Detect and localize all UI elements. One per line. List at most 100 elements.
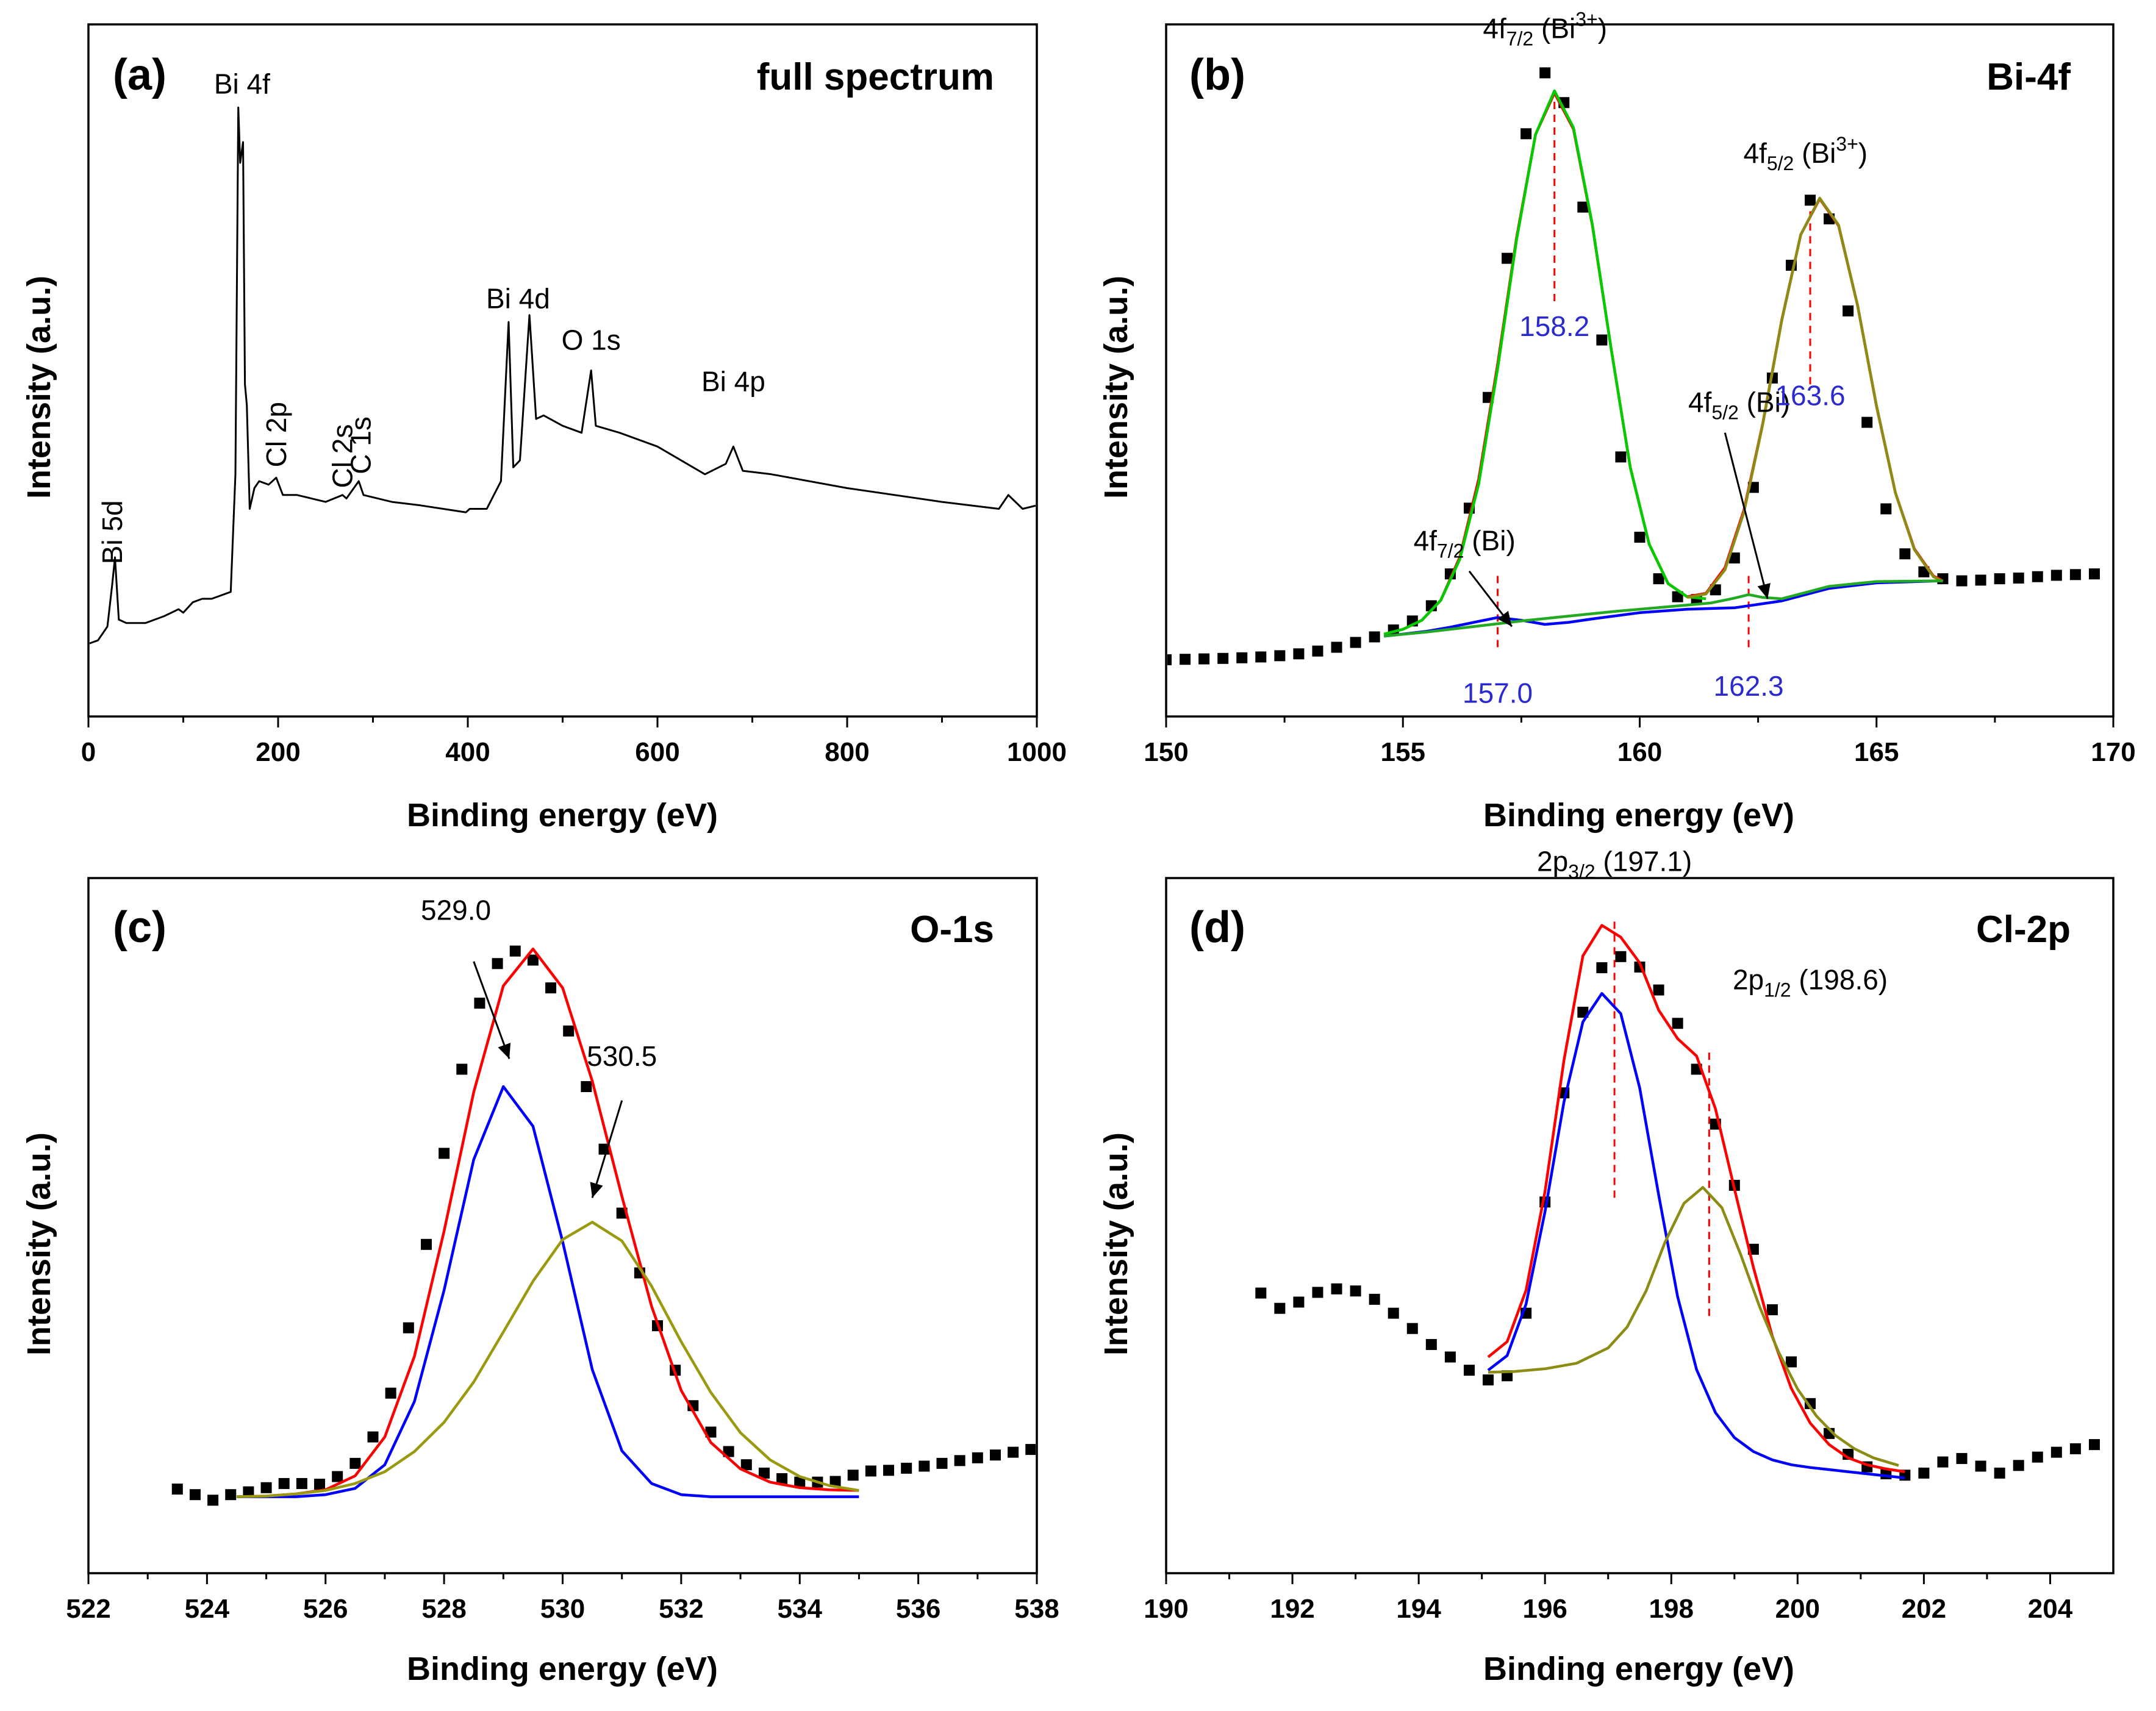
data-point	[492, 958, 503, 970]
panel-d-title: Cl-2p	[1976, 909, 2071, 951]
x-tick-label: 522	[66, 1594, 110, 1624]
panel-c: (c) O-1s Binding energy (eV) Intensity (…	[21, 877, 1059, 1687]
data-point	[1994, 1467, 2005, 1479]
x-tick-label: 0	[81, 737, 96, 767]
panel-c-frame	[87, 877, 1038, 1574]
fit-envelope-curve	[1487, 924, 1905, 1473]
experimental-data-series	[1167, 67, 2100, 665]
data-point	[1596, 334, 1608, 346]
data-point	[2013, 573, 2024, 584]
data-point	[2088, 1439, 2100, 1451]
experimental-data-series	[171, 945, 1036, 1506]
data-point	[1918, 1467, 1930, 1479]
data-point	[456, 1063, 468, 1075]
panel-c-title: O-1s	[910, 909, 994, 951]
data-point	[1293, 648, 1305, 660]
data-point	[1293, 1296, 1305, 1308]
survey-spectrum-curve	[90, 106, 1036, 645]
data-point	[474, 998, 485, 1009]
panel-b: (b) Bi-4f Binding energy (eV) Intensity …	[1098, 9, 2136, 834]
panel-c-plot-area	[171, 945, 1036, 1506]
panel-a-title: full spectrum	[757, 56, 994, 98]
data-point	[1672, 1018, 1683, 1029]
panel-b-y-axis-title: Intensity (a.u.)	[1098, 276, 1134, 499]
panel-c-y-axis-title: Intensity (a.u.)	[21, 1132, 57, 1356]
data-point	[847, 1470, 859, 1481]
x-tick-label: 536	[896, 1594, 940, 1624]
annotation-arrow	[473, 961, 510, 1059]
x-tick-label: 526	[303, 1594, 348, 1624]
panel-d: (d) Cl-2p Binding energy (eV) Intensity …	[1098, 846, 2115, 1687]
panel-b-x-axis-title: Binding energy (eV)	[1483, 797, 1794, 834]
data-point	[1331, 641, 1342, 653]
data-point	[1880, 503, 1892, 515]
2p3-2-197-1-curve	[1487, 991, 1905, 1480]
panel-b-plot-area	[1167, 67, 2100, 665]
data-point	[1975, 574, 1986, 586]
data-point	[243, 1486, 254, 1498]
data-point	[1861, 416, 1873, 428]
x-tick-label: 200	[256, 737, 300, 767]
peak-label: Bi 4d	[486, 282, 550, 314]
4f5-2-bi3-curve	[1686, 196, 1944, 599]
data-point	[296, 1477, 307, 1489]
data-point	[420, 1238, 432, 1250]
data-point	[527, 954, 539, 966]
data-point	[2050, 570, 2062, 581]
4f7-2-bi3-curve	[1383, 89, 1707, 636]
annotation-arrow	[1724, 432, 1769, 599]
peak-label: Bi 5d	[96, 500, 128, 564]
component-label: 530.5	[587, 1040, 657, 1072]
data-point	[1577, 1007, 1589, 1018]
data-point	[1520, 128, 1532, 140]
data-point	[332, 1471, 343, 1482]
x-tick-label: 532	[659, 1594, 703, 1624]
data-point	[189, 1489, 201, 1501]
data-point	[1312, 645, 1323, 657]
data-point	[1899, 548, 1911, 560]
data-point	[2088, 568, 2100, 580]
x-tick-label: 196	[1522, 1594, 1567, 1624]
component-label: 4f7/2 (Bi)	[1414, 525, 1516, 562]
component-label: 2p1/2 (198.6)	[1733, 963, 1888, 1001]
data-point	[1180, 654, 1191, 665]
data-point	[1615, 451, 1627, 463]
data-point	[901, 1462, 912, 1474]
data-point	[794, 1476, 806, 1488]
529-0-component-curve	[237, 1085, 859, 1498]
data-point	[439, 1148, 450, 1159]
data-point	[171, 1484, 183, 1495]
panel-a-y-axis-title: Intensity (a.u.)	[21, 276, 57, 499]
data-point	[1369, 1293, 1380, 1305]
data-point	[1785, 1356, 1797, 1368]
data-point	[2069, 569, 2081, 580]
panel-b-title: Bi-4f	[1986, 56, 2071, 98]
data-point	[1634, 532, 1646, 543]
data-point	[829, 1476, 841, 1487]
peak-value-label: 158.2	[1519, 310, 1589, 342]
peak-label: Bi 4p	[701, 366, 765, 398]
panel-d-x-axis-title: Binding energy (eV)	[1483, 1651, 1794, 1687]
data-point	[1331, 1283, 1342, 1295]
peak-label: O 1s	[562, 324, 621, 355]
data-point	[883, 1465, 895, 1476]
component-label: 4f5/2 (Bi)	[1688, 387, 1790, 424]
data-point	[2050, 1446, 2062, 1458]
data-point	[260, 1482, 272, 1493]
experimental-data-series	[1255, 951, 2100, 1481]
data-point	[1596, 962, 1608, 974]
x-tick-label: 155	[1381, 737, 1425, 767]
panel-b-letter: (b)	[1189, 51, 1245, 99]
data-point	[758, 1467, 770, 1479]
data-point	[705, 1426, 717, 1438]
data-point	[207, 1495, 219, 1506]
data-point	[563, 1025, 575, 1037]
x-tick-label: 530	[540, 1594, 585, 1624]
data-point	[1502, 252, 1513, 264]
data-point	[1274, 650, 1286, 662]
x-tick-label: 194	[1396, 1594, 1441, 1624]
data-point	[865, 1465, 876, 1477]
data-point	[936, 1457, 948, 1469]
data-point	[919, 1460, 930, 1472]
